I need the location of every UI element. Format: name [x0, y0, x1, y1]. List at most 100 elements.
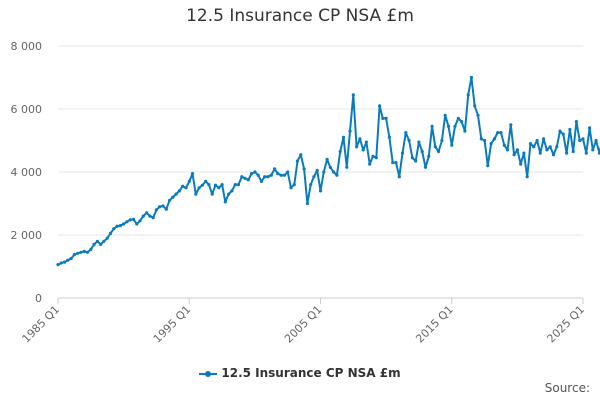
data-point[interactable]	[414, 159, 418, 163]
data-point[interactable]	[164, 207, 168, 211]
data-point[interactable]	[312, 175, 316, 179]
data-point[interactable]	[407, 138, 411, 143]
data-point[interactable]	[85, 250, 90, 254]
data-point[interactable]	[92, 242, 96, 246]
data-point[interactable]	[99, 242, 103, 246]
data-point[interactable]	[522, 151, 526, 155]
data-point[interactable]	[220, 183, 224, 187]
data-point[interactable]	[273, 167, 277, 171]
data-point[interactable]	[578, 138, 582, 143]
data-point[interactable]	[597, 151, 600, 155]
data-point[interactable]	[545, 148, 549, 152]
data-point[interactable]	[387, 135, 391, 139]
data-point[interactable]	[246, 178, 250, 182]
data-point[interactable]	[227, 192, 231, 196]
data-point[interactable]	[240, 175, 244, 179]
data-point[interactable]	[276, 172, 280, 176]
data-point[interactable]	[341, 135, 346, 139]
data-point[interactable]	[361, 148, 365, 152]
data-point[interactable]	[437, 149, 441, 154]
data-point[interactable]	[230, 189, 234, 193]
data-point[interactable]	[210, 192, 214, 196]
data-point[interactable]	[423, 165, 428, 169]
data-point[interactable]	[204, 179, 208, 183]
data-point[interactable]	[59, 261, 63, 265]
data-point[interactable]	[542, 137, 546, 141]
data-point[interactable]	[397, 175, 401, 179]
data-point[interactable]	[515, 148, 520, 152]
data-point[interactable]	[207, 183, 211, 187]
data-point[interactable]	[233, 183, 237, 187]
data-point[interactable]	[325, 157, 329, 161]
data-point[interactable]	[250, 172, 254, 176]
data-point[interactable]	[131, 217, 136, 221]
data-point[interactable]	[479, 137, 483, 141]
data-point[interactable]	[69, 257, 73, 261]
data-point[interactable]	[253, 170, 257, 174]
data-point[interactable]	[492, 137, 496, 141]
data-point[interactable]	[565, 151, 569, 155]
data-point[interactable]	[289, 186, 293, 190]
data-point[interactable]	[588, 126, 592, 130]
data-point[interactable]	[476, 113, 480, 117]
data-point[interactable]	[108, 231, 113, 235]
data-point[interactable]	[499, 131, 503, 135]
data-point[interactable]	[502, 143, 506, 147]
data-point[interactable]	[266, 175, 270, 179]
data-point[interactable]	[282, 173, 286, 177]
data-point[interactable]	[378, 104, 382, 108]
data-point[interactable]	[394, 161, 398, 165]
data-point[interactable]	[72, 252, 76, 257]
data-point[interactable]	[509, 123, 513, 127]
data-point[interactable]	[158, 205, 162, 209]
data-point[interactable]	[335, 173, 339, 177]
data-point[interactable]	[286, 170, 290, 174]
data-point[interactable]	[63, 260, 67, 264]
data-point[interactable]	[236, 183, 241, 187]
data-point[interactable]	[519, 162, 523, 166]
data-point[interactable]	[391, 161, 395, 165]
data-point[interactable]	[332, 170, 336, 174]
data-point[interactable]	[443, 113, 447, 117]
data-point[interactable]	[302, 167, 306, 171]
data-point[interactable]	[483, 138, 487, 143]
data-point[interactable]	[591, 148, 595, 152]
data-point[interactable]	[440, 138, 444, 143]
data-point[interactable]	[473, 104, 477, 108]
data-point[interactable]	[368, 162, 372, 166]
data-point[interactable]	[292, 183, 296, 187]
data-point[interactable]	[463, 129, 467, 133]
data-point[interactable]	[279, 173, 283, 177]
data-point[interactable]	[112, 227, 116, 231]
data-point[interactable]	[263, 175, 267, 179]
data-point[interactable]	[243, 176, 247, 180]
data-point[interactable]	[174, 192, 178, 196]
data-point[interactable]	[525, 175, 529, 179]
data-point[interactable]	[410, 156, 414, 160]
data-point[interactable]	[187, 179, 191, 183]
data-point[interactable]	[551, 153, 556, 157]
data-point[interactable]	[115, 224, 119, 228]
data-point[interactable]	[351, 93, 355, 97]
data-point[interactable]	[420, 149, 424, 154]
data-point[interactable]	[456, 116, 460, 120]
data-point[interactable]	[381, 116, 385, 120]
data-point[interactable]	[138, 219, 142, 223]
data-point[interactable]	[348, 129, 352, 133]
data-point[interactable]	[571, 149, 575, 154]
data-point[interactable]	[194, 192, 198, 196]
data-point[interactable]	[505, 148, 510, 152]
data-point[interactable]	[374, 156, 378, 160]
data-point[interactable]	[122, 222, 126, 226]
data-point[interactable]	[256, 173, 260, 177]
data-point[interactable]	[95, 239, 99, 243]
data-point[interactable]	[532, 145, 536, 149]
data-point[interactable]	[460, 120, 464, 124]
data-point[interactable]	[489, 142, 493, 146]
data-point[interactable]	[364, 140, 368, 144]
data-point[interactable]	[125, 220, 129, 224]
data-point[interactable]	[168, 198, 172, 202]
data-point[interactable]	[89, 247, 93, 252]
data-point[interactable]	[558, 129, 562, 133]
data-point[interactable]	[118, 224, 122, 228]
